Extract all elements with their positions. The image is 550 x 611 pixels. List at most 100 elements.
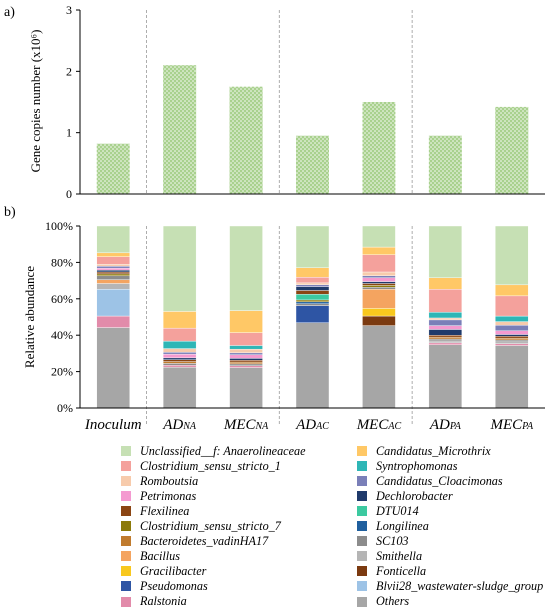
legend-label: Petrimonas <box>140 488 197 503</box>
abundance-segment <box>428 338 463 342</box>
legend-swatch <box>357 491 367 502</box>
legend-label: Blvii28_wastewater-sludge_group <box>376 578 544 593</box>
gene-copies-tick-label: 1 <box>66 126 72 140</box>
legend-item: DTU014 <box>357 503 419 519</box>
abundance-segment <box>428 225 463 278</box>
abundance-segment <box>96 225 130 254</box>
legend-item: Longilinea <box>357 518 429 534</box>
legend-item: Smithella <box>357 548 422 564</box>
abundance-segment <box>428 342 463 345</box>
abundance-segment <box>495 343 529 346</box>
abundance-segment <box>295 276 330 284</box>
abundance-segment <box>162 353 197 359</box>
abundance-segment <box>229 225 263 311</box>
abundance-segment <box>362 285 396 288</box>
legend-label: Candidatus_Cloacimonas <box>376 473 503 488</box>
abundance-segment <box>362 225 396 248</box>
category-label: MECPA <box>489 417 533 433</box>
abundance-segment <box>295 284 330 287</box>
abundance-segment <box>362 325 396 409</box>
abundance-segment <box>295 301 330 304</box>
legend-swatch <box>121 581 131 592</box>
relative-abundance-plot: 0% 20% 40% 60% 80% 100% <box>45 219 545 426</box>
legend-swatch <box>121 536 131 547</box>
abundance-segment <box>162 340 197 349</box>
legend-item: Clostridium_sensu_stricto_7 <box>121 518 281 534</box>
legend-swatch <box>121 506 131 517</box>
abundance-segment <box>295 286 330 291</box>
abundance-segment <box>362 254 396 273</box>
gene-copies-bar <box>428 135 462 194</box>
category-label: MECAC <box>356 417 402 433</box>
abundance-segment <box>96 267 130 271</box>
abundance-segment <box>229 363 263 366</box>
legend-item: Pseudomonas <box>121 578 208 594</box>
legend-swatch <box>121 551 131 562</box>
category-label: ADAC <box>295 417 329 433</box>
legend-item: Clostridium_sensu_stricto_1 <box>121 458 281 474</box>
legend-label: Others <box>376 594 410 608</box>
abundance-segment <box>428 277 463 290</box>
legend-label: Smithella <box>376 548 423 563</box>
legend: Unclassified__f: Anaerolineaceae Clostrid… <box>0 440 550 611</box>
abundance-segment <box>229 332 263 346</box>
gene-copies-bar <box>495 106 529 194</box>
legend-item: Candidatus_Microthrix <box>357 443 491 459</box>
abundance-segment <box>162 366 197 409</box>
abundance-segment <box>96 327 130 409</box>
legend-swatch <box>357 581 367 592</box>
abundance-segment <box>96 252 130 257</box>
legend-item: Romboutsia <box>121 473 198 489</box>
abundance-segment <box>162 357 197 360</box>
abundance-segment <box>295 299 330 303</box>
gene-copies-tick-label: 2 <box>66 64 72 78</box>
abundance-tick-label: 20% <box>51 365 73 379</box>
abundance-segment <box>162 311 197 329</box>
legend-item: Ralstonia <box>121 594 187 610</box>
abundance-segment <box>162 359 197 362</box>
abundance-segment <box>96 271 130 275</box>
abundance-segment <box>495 345 529 409</box>
abundance-segment <box>495 334 529 337</box>
legend-label: Unclassified__f: Anaerolineaceae <box>140 443 306 458</box>
abundance-segment <box>96 283 130 290</box>
abundance-segment <box>428 312 463 319</box>
legend-item: Bacteroidetes_vadinHA17 <box>121 533 268 549</box>
abundance-segment <box>96 266 130 269</box>
figure: a) 0 1 2 3 Gene copies number (x10⁶) b) 0% 2… <box>4 3 545 433</box>
abundance-segment <box>362 277 396 282</box>
abundance-segment <box>229 345 263 350</box>
legend-label: Pseudomonas <box>140 578 208 593</box>
abundance-segment <box>96 279 130 284</box>
abundance-segment <box>295 303 330 306</box>
abundance-segment <box>229 352 263 355</box>
abundance-segment <box>295 322 330 409</box>
legend-item: Gracilibacter <box>121 563 206 579</box>
legend-label: Longilinea <box>376 518 429 533</box>
legend-item: Bacillus <box>121 548 180 564</box>
relative-abundance-axis-label: Relative abundance <box>22 266 37 368</box>
gene-copies-bar <box>362 102 396 194</box>
abundance-segment <box>162 365 197 368</box>
abundance-segment <box>495 284 529 297</box>
abundance-segment <box>362 315 396 326</box>
legend-item: Others <box>357 594 409 610</box>
legend-label: Clostridium_sensu_stricto_1 <box>140 458 281 473</box>
abundance-segment <box>96 264 130 267</box>
abundance-segment <box>229 310 263 333</box>
abundance-segment <box>162 225 197 312</box>
category-label: ADNA <box>162 417 197 433</box>
abundance-segment <box>229 367 263 409</box>
gene-copies-bar <box>163 65 197 194</box>
abundance-segment <box>495 225 529 286</box>
abundance-segment <box>428 289 463 313</box>
legend-swatch <box>121 476 131 487</box>
abundance-tick-label: 100% <box>45 219 73 233</box>
abundance-segment <box>495 330 529 335</box>
legend-item: Dechlorobacter <box>357 488 453 504</box>
abundance-segment <box>96 256 130 265</box>
abundance-segment <box>495 315 529 322</box>
legend-item: Syntrophomonas <box>357 458 457 474</box>
abundance-segment <box>96 269 130 273</box>
abundance-segment <box>295 267 330 278</box>
